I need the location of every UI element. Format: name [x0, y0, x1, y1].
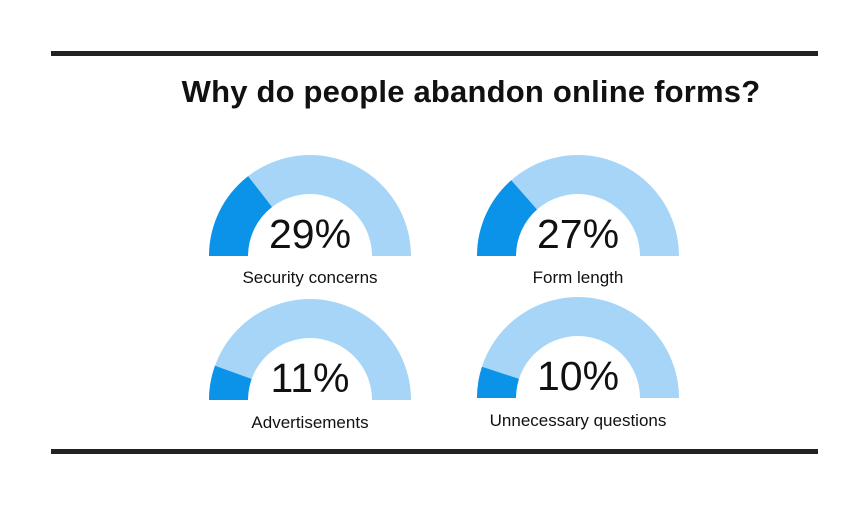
- gauge-label: Form length: [533, 268, 624, 287]
- bottom-divider: [51, 449, 818, 454]
- chart-title: Why do people abandon online forms?: [181, 74, 761, 109]
- gauge-fill: [209, 365, 252, 400]
- gauge-form-length: 27% Form length: [477, 155, 679, 287]
- gauge-track: [477, 297, 679, 398]
- gauge-track: [209, 299, 411, 400]
- gauge-advertisements: 11% Advertisements: [209, 299, 411, 432]
- top-divider: [51, 51, 818, 56]
- gauge-value: 29%: [269, 211, 351, 257]
- gauge-track: [477, 155, 679, 256]
- gauge-value: 10%: [537, 353, 619, 399]
- gauge-fill: [477, 180, 537, 256]
- gauge-fill: [477, 366, 520, 398]
- gauge-unnecessary-questions: 10% Unnecessary questions: [477, 297, 679, 430]
- gauge-label: Unnecessary questions: [490, 411, 667, 430]
- gauge-fill: [209, 176, 272, 256]
- gauge-label: Security concerns: [242, 268, 377, 287]
- gauge-security-concerns: 29% Security concerns: [209, 155, 411, 287]
- gauge-label: Advertisements: [251, 413, 368, 432]
- gauge-value: 27%: [537, 211, 619, 257]
- gauge-track: [209, 155, 411, 256]
- gauge-value: 11%: [270, 355, 349, 401]
